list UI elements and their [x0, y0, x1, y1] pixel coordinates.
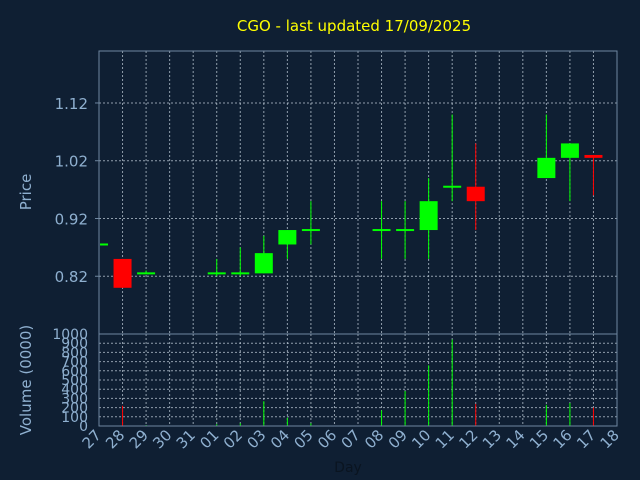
x-tick-label: 15: [526, 426, 552, 452]
candle-body: [137, 272, 156, 275]
x-tick-label: 10: [408, 426, 434, 452]
volume-tick-label: 300: [61, 391, 88, 407]
volume-tick-label: 200: [61, 401, 88, 417]
x-tick-label: 28: [102, 426, 128, 452]
candle-body: [301, 229, 320, 232]
x-tick-label: 29: [126, 426, 152, 452]
candle-body: [100, 243, 108, 246]
volume-tick-label: 600: [61, 364, 88, 380]
price-tick-label: 1.02: [55, 153, 88, 171]
price-candles: [100, 114, 603, 288]
candle-body: [419, 201, 438, 231]
candle-body: [584, 154, 603, 158]
candle-body: [466, 186, 485, 202]
candle-body: [231, 272, 250, 275]
x-tick-label: 17: [573, 426, 599, 452]
candle-body: [560, 143, 579, 158]
price-tick-label: 0.82: [55, 268, 88, 286]
volume-tick-label: 700: [61, 355, 88, 371]
chart-title: CGO - last updated 17/09/2025: [237, 17, 471, 35]
candle-body: [396, 229, 415, 232]
volume-tick-label: 800: [61, 345, 88, 361]
candle-body: [254, 253, 273, 274]
x-tick-label: 08: [361, 426, 387, 452]
volume-bars: [122, 339, 594, 426]
x-tick-labels: 2728293031010203040506070809101112131415…: [79, 426, 623, 452]
x-tick-label: 13: [479, 426, 505, 452]
price-axis-label: Price: [17, 174, 35, 211]
volume-tick-label: 100: [61, 410, 88, 426]
volume-gridlines: [98, 334, 618, 426]
x-tick-label: 14: [502, 426, 528, 452]
x-tick-label: 12: [455, 426, 481, 452]
x-tick-label: 04: [267, 426, 293, 452]
volume-axis-label: Volume (0000): [17, 325, 35, 435]
x-tick-label: 11: [432, 426, 458, 452]
price-tick-label: 1.12: [55, 95, 88, 113]
price-gridlines: [98, 51, 618, 334]
x-tick-label: 07: [338, 426, 364, 452]
x-tick-label: 03: [243, 426, 269, 452]
price-tick-labels: 0.82 0.92 1.02 1.12: [55, 95, 99, 286]
volume-tick-label: 500: [61, 373, 88, 389]
x-tick-label: 16: [550, 426, 576, 452]
candle-body: [278, 230, 297, 245]
candle-body: [113, 258, 132, 288]
candle-body: [372, 229, 391, 232]
x-tick-label: 18: [597, 426, 623, 452]
candle-body: [207, 272, 226, 275]
x-axis-label: Day: [334, 460, 362, 476]
volume-tick-label: 900: [61, 336, 88, 352]
volume-tick-label: 400: [61, 382, 88, 398]
x-tick-label: 02: [220, 426, 246, 452]
volume-tick-label: 0: [79, 419, 88, 435]
x-tick-label: 05: [291, 426, 317, 452]
x-tick-label: 31: [173, 426, 199, 452]
x-tick-label: 30: [149, 426, 175, 452]
price-tick-label: 0.92: [55, 210, 88, 228]
x-tick-label: 01: [196, 426, 222, 452]
volume-tick-label: 1000: [52, 327, 88, 343]
candle-body: [443, 185, 462, 188]
x-tick-label: 09: [385, 426, 411, 452]
candle-body: [537, 157, 556, 179]
volume-plot-frame: [98, 333, 618, 427]
x-tick-label: 06: [314, 426, 340, 452]
